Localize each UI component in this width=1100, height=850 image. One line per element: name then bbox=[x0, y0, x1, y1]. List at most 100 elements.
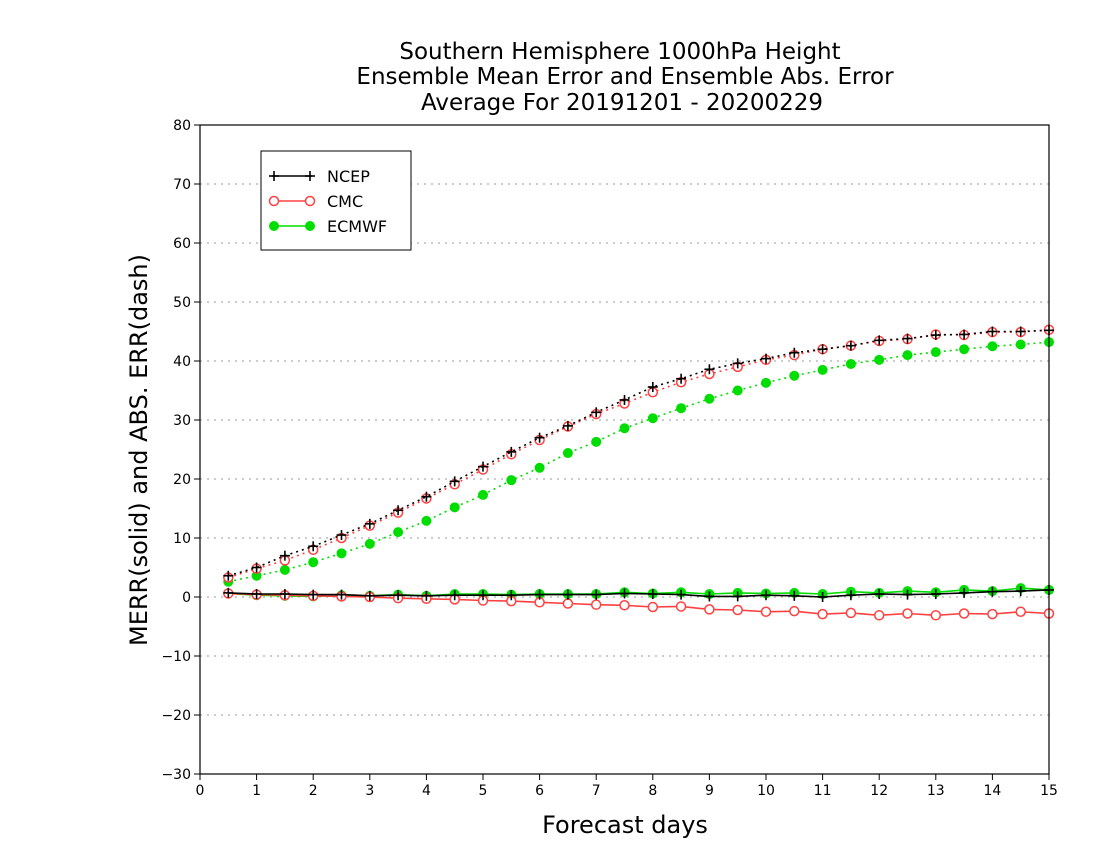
ecmwf-abs-err-point bbox=[817, 364, 828, 375]
ecmwf-abs-err-point bbox=[421, 515, 432, 526]
legend-item-ecmwf: ECMWF bbox=[269, 217, 387, 236]
ncep-merr-point bbox=[647, 589, 658, 600]
y-tick-label--10: −10 bbox=[161, 649, 191, 665]
x-tick-label-10: 10 bbox=[757, 783, 775, 799]
ncep-abs-err-point bbox=[761, 353, 771, 364]
legend-label-ncep: NCEP bbox=[327, 167, 370, 186]
ncep-merr-point bbox=[845, 590, 856, 601]
ecmwf-abs-err-point bbox=[364, 538, 375, 549]
cmc-merr-point bbox=[845, 607, 857, 619]
legend: NCEP CMC ECMWF bbox=[260, 150, 412, 251]
ecmwf-abs-err-point bbox=[562, 448, 573, 459]
cmc-merr-point bbox=[817, 608, 828, 620]
y-tick-label--30: −30 bbox=[161, 767, 191, 783]
ncep-abs-err-point bbox=[449, 476, 460, 487]
ncep-abs-err-point bbox=[647, 381, 658, 392]
x-tick-label-15: 15 bbox=[1040, 783, 1058, 799]
grid-lines bbox=[200, 183, 1049, 716]
ncep-merr-point bbox=[336, 589, 347, 600]
ncep-abs-err-point bbox=[251, 562, 262, 573]
ncep-abs-err-point bbox=[676, 373, 687, 384]
y-tick-label-40: 40 bbox=[173, 354, 191, 370]
y-tick-label-80: 80 bbox=[173, 118, 191, 134]
ncep-abs-err-point bbox=[619, 394, 630, 405]
legend-label-ecmwf: ECMWF bbox=[327, 217, 387, 236]
ncep-merr-point bbox=[761, 590, 771, 601]
ecmwf-abs-err-point bbox=[449, 502, 460, 513]
cmc-merr-point bbox=[619, 600, 630, 611]
x-tick-label-3: 3 bbox=[365, 783, 374, 799]
legend-item-ncep: NCEP bbox=[269, 167, 370, 186]
ncep-merr-point bbox=[789, 590, 800, 601]
series-ncep bbox=[223, 325, 1054, 602]
ncep-merr-point bbox=[534, 589, 545, 600]
ncep-abs-err-line bbox=[228, 329, 1050, 577]
title-line-1: Southern Hemisphere 1000hPa Height bbox=[399, 39, 840, 65]
x-tick-label-2: 2 bbox=[309, 783, 318, 799]
ncep-merr-point bbox=[959, 587, 970, 598]
cmc-merr-point bbox=[902, 608, 913, 619]
ncep-abs-err-point bbox=[704, 364, 715, 375]
cmc-merr-point bbox=[789, 605, 800, 617]
ecmwf-abs-err-line bbox=[228, 341, 1050, 583]
ncep-merr-point bbox=[506, 590, 517, 601]
ecmwf-abs-err-point bbox=[874, 354, 885, 365]
ncep-abs-err-point bbox=[223, 570, 234, 581]
ncep-abs-err-point bbox=[421, 491, 432, 502]
ecmwf-abs-err-point bbox=[279, 564, 290, 575]
legend-item-cmc: CMC bbox=[268, 192, 363, 211]
y-tick-label--20: −20 bbox=[161, 708, 191, 724]
cmc-abs-err-line bbox=[228, 328, 1050, 579]
ncep-merr-point bbox=[930, 589, 941, 600]
ncep-abs-err-point bbox=[478, 461, 488, 472]
ncep-abs-err-point bbox=[364, 518, 375, 529]
ecmwf-abs-err-point bbox=[1015, 339, 1026, 350]
legend-marker-cmc bbox=[268, 195, 280, 207]
cmc-merr-point bbox=[704, 604, 715, 615]
ecmwf-abs-err-point bbox=[704, 393, 715, 404]
x-tick-label-12: 12 bbox=[870, 783, 888, 799]
ncep-merr-point bbox=[902, 589, 913, 600]
ncep-merr-point bbox=[987, 586, 998, 597]
series-ecmwf bbox=[223, 337, 1054, 602]
x-tick-label-14: 14 bbox=[983, 783, 1001, 799]
ecmwf-abs-err-point bbox=[336, 548, 347, 559]
ncep-merr-point bbox=[478, 590, 488, 601]
y-tick-label-0: 0 bbox=[182, 590, 191, 606]
ncep-merr-point bbox=[223, 587, 234, 598]
x-axis-label: Forecast days bbox=[542, 811, 708, 839]
ncep-abs-err-point bbox=[591, 407, 602, 418]
ecmwf-abs-err-point bbox=[930, 347, 941, 358]
x-tick-label-13: 13 bbox=[927, 783, 945, 799]
ncep-abs-err-point bbox=[959, 329, 970, 340]
ecmwf-abs-err-point bbox=[789, 370, 800, 381]
y-tick-label-20: 20 bbox=[173, 472, 191, 488]
y-tick-label-30: 30 bbox=[173, 413, 191, 429]
ncep-merr-point bbox=[1015, 586, 1026, 597]
x-tick-label-0: 0 bbox=[196, 783, 205, 799]
ncep-abs-err-point bbox=[987, 326, 998, 337]
ncep-abs-err-point bbox=[506, 446, 517, 457]
ncep-abs-err-point bbox=[393, 505, 404, 516]
title-line-2: Ensemble Mean Error and Ensemble Abs. Er… bbox=[356, 64, 894, 90]
ncep-merr-point bbox=[591, 589, 602, 600]
cmc-merr-point bbox=[647, 601, 659, 613]
ncep-abs-err-point bbox=[817, 344, 828, 355]
cmc-merr-point bbox=[590, 599, 602, 610]
ncep-merr-point bbox=[817, 592, 828, 602]
series-group bbox=[223, 324, 1055, 621]
title-line-3: Average For 20191201 - 20200229 bbox=[421, 90, 823, 116]
legend-marker-ncep bbox=[269, 171, 279, 181]
ncep-merr-point bbox=[251, 589, 262, 600]
ecmwf-abs-err-point bbox=[902, 350, 913, 361]
cmc-merr-point bbox=[760, 606, 772, 617]
ecmwf-abs-err-point bbox=[676, 403, 687, 414]
x-tick-label-5: 5 bbox=[479, 783, 488, 799]
ecmwf-abs-err-point bbox=[845, 358, 856, 369]
ecmwf-abs-err-point bbox=[647, 413, 658, 424]
y-tick-label-60: 60 bbox=[173, 236, 191, 252]
legend-marker-ecmwf bbox=[269, 221, 279, 231]
x-tick-label-8: 8 bbox=[648, 783, 657, 799]
ncep-abs-err-point bbox=[562, 420, 573, 431]
ecmwf-abs-err-point bbox=[534, 462, 545, 473]
